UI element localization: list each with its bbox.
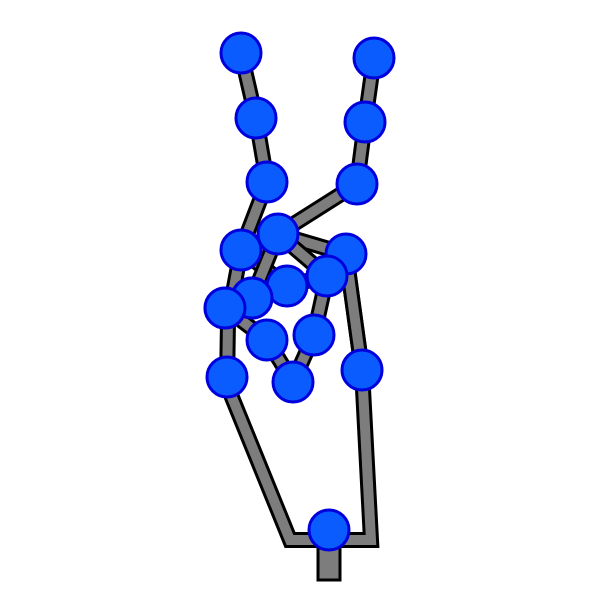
joint-ring-dip xyxy=(292,313,336,357)
joint-index-mcp xyxy=(219,228,263,272)
joint-index-dip xyxy=(234,96,278,140)
joint-middle-dip xyxy=(343,100,387,144)
joint-pinky-mcp xyxy=(340,348,384,392)
joint-pinky-tip xyxy=(203,286,247,330)
joint-pinky-pip xyxy=(245,318,289,362)
joint-middle-pip xyxy=(335,162,379,206)
joint-thumb-cmc xyxy=(205,355,249,399)
joint-ring-tip xyxy=(271,360,315,404)
joint-index-tip xyxy=(219,31,263,75)
joint-ring-pip xyxy=(305,254,349,298)
joint-layer xyxy=(203,31,396,552)
joint-index-pip xyxy=(245,160,289,204)
joint-wrist xyxy=(307,508,351,552)
joint-middle-mcp xyxy=(256,212,300,256)
joint-middle-tip xyxy=(352,36,396,80)
